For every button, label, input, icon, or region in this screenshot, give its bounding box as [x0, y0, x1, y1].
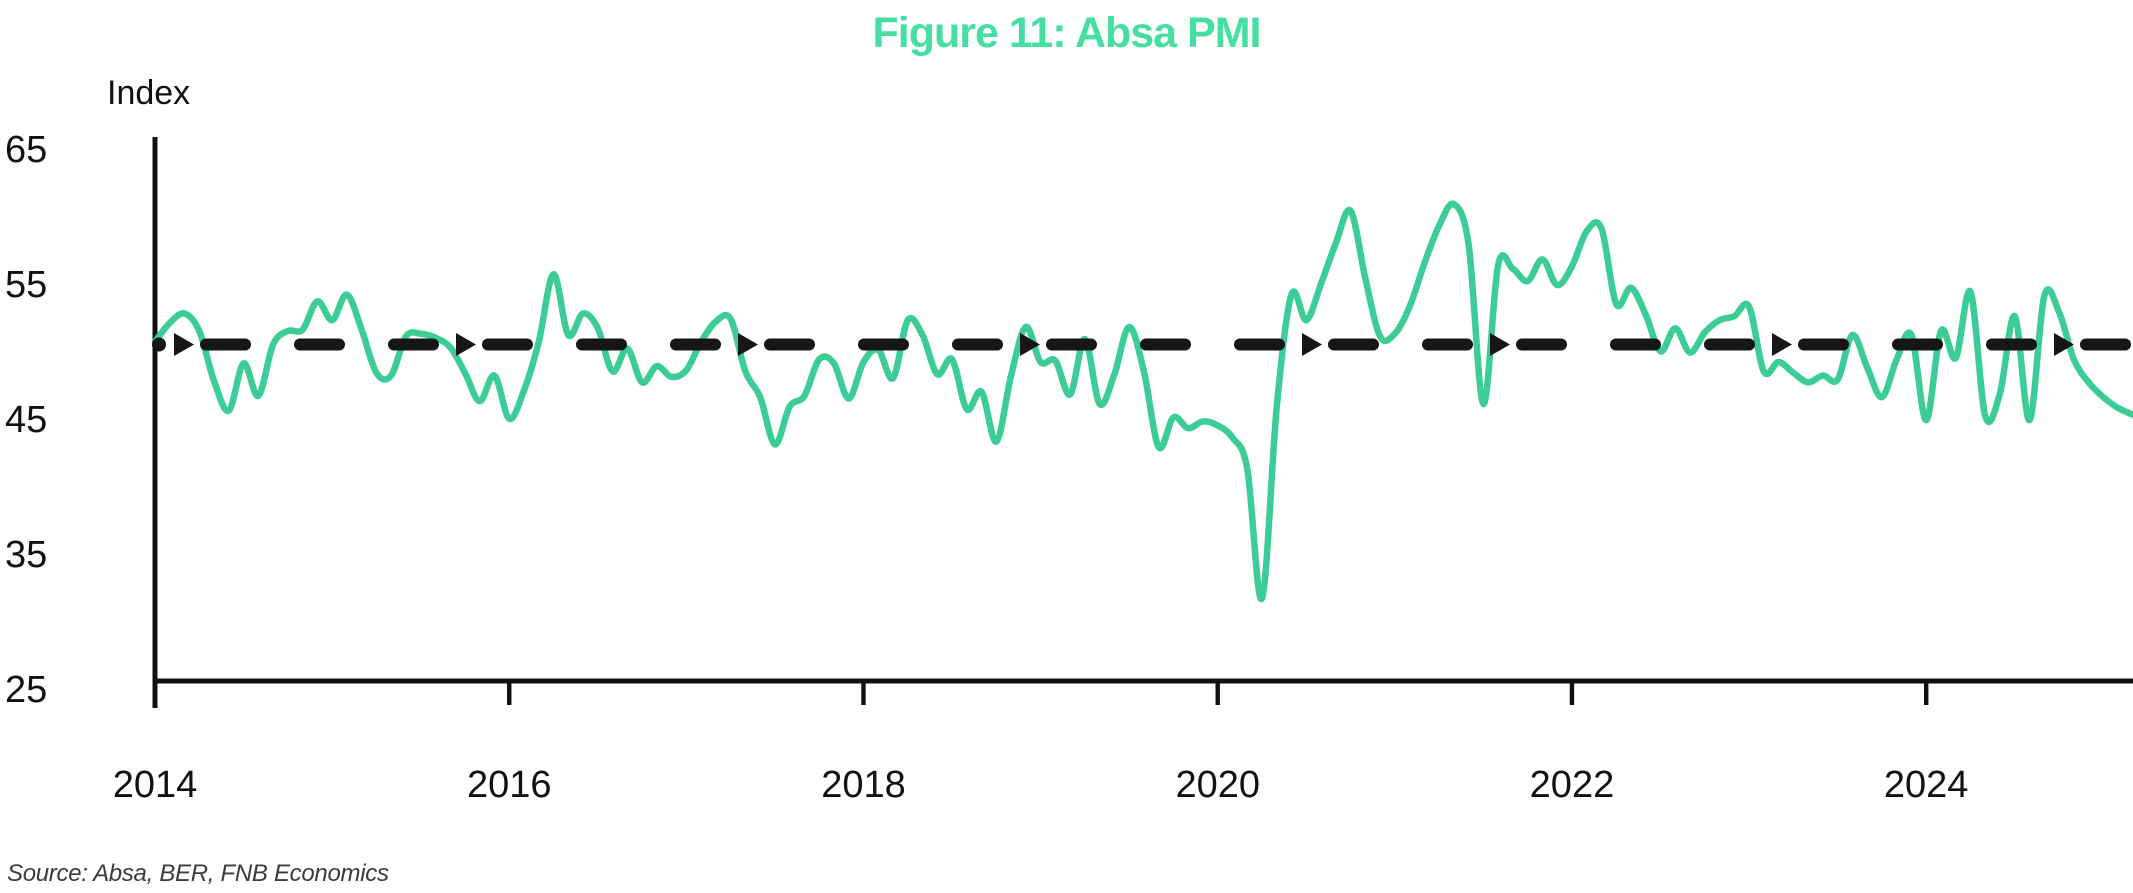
reference-line-dash: [1704, 338, 1755, 351]
reference-line-dash: [1328, 338, 1379, 351]
x-axis-tick: [1215, 683, 1220, 705]
reference-line-dash: [1610, 338, 1661, 351]
reference-line-dash: [388, 338, 439, 351]
y-axis-tick-label: 45: [5, 399, 48, 441]
reference-line-dash: [858, 338, 909, 351]
reference-line-arrow-icon: [1490, 333, 1510, 356]
x-axis-tick-label: 2018: [821, 764, 906, 806]
x-axis-tick: [1569, 683, 1575, 705]
source-note: Source: Absa, BER, FNB Economics: [7, 860, 389, 887]
reference-line-dash: [576, 338, 627, 351]
reference-line-arrow-icon: [1020, 333, 1040, 356]
y-axis-line: [152, 137, 158, 708]
y-axis-tick-label: 35: [5, 534, 48, 576]
reference-line-dash: [952, 338, 1003, 351]
reference-line-dash: [1422, 338, 1473, 351]
x-axis-tick-label: 2024: [1883, 764, 1969, 806]
reference-line-dash: [482, 338, 533, 351]
reference-line-dash: [764, 338, 815, 351]
chart-title: Figure 11: Absa PMI: [872, 9, 1261, 57]
pmi-line-series: [151, 200, 2133, 602]
reference-line-dash: [1516, 338, 1567, 351]
reference-line-dash: [670, 338, 721, 351]
reference-line-arrow-icon: [174, 333, 194, 356]
reference-line-arrow-icon: [2054, 333, 2074, 356]
x-axis-tick-label: 2014: [112, 764, 198, 806]
y-axis-tick-label: 25: [5, 669, 48, 711]
reference-line-dash: [1798, 338, 1849, 351]
x-axis-tick: [861, 683, 866, 705]
x-axis-tick: [1924, 683, 1929, 705]
reference-line-arrow-icon: [1772, 333, 1792, 356]
reference-line-dash: [1892, 338, 1943, 351]
reference-line-start-dot: [152, 337, 166, 352]
reference-line-dash: [1046, 338, 1097, 351]
reference-line-dash: [2080, 338, 2131, 351]
reference-line-dash: [294, 338, 345, 351]
x-axis-tick-label: 2016: [466, 764, 552, 806]
y-axis-tick-label: 65: [5, 129, 48, 171]
reference-line-arrow-icon: [1302, 333, 1322, 356]
x-axis-tick: [507, 683, 512, 705]
reference-line-dash: [200, 338, 251, 351]
y-axis-title: Index: [107, 74, 191, 112]
reference-line-dash: [1140, 338, 1191, 351]
y-axis-tick-label: 55: [5, 264, 48, 306]
reference-line-dash: [1986, 338, 2037, 351]
reference-line-arrow-icon: [456, 333, 476, 356]
x-axis-tick: [152, 683, 158, 705]
reference-line-dash: [1234, 338, 1285, 351]
x-axis-tick-label: 2020: [1175, 764, 1260, 806]
x-axis-line: [152, 678, 2133, 684]
reference-line-arrow-icon: [738, 333, 758, 356]
x-axis-tick-label: 2022: [1529, 764, 1615, 806]
